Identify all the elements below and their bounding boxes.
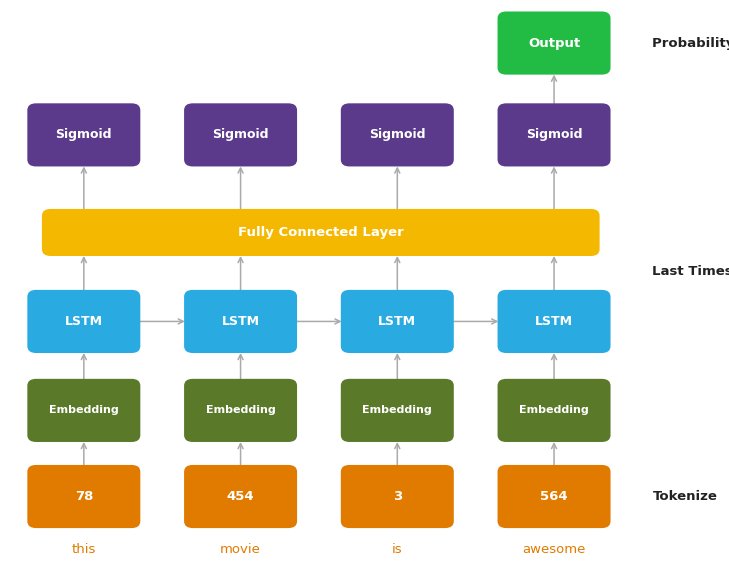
Text: Output: Output (528, 37, 580, 49)
Text: this: this (71, 544, 96, 556)
Text: is: is (392, 544, 402, 556)
FancyBboxPatch shape (184, 290, 297, 353)
FancyBboxPatch shape (340, 379, 453, 442)
Text: 564: 564 (540, 490, 568, 503)
Text: Sigmoid: Sigmoid (55, 129, 112, 141)
FancyBboxPatch shape (497, 465, 611, 528)
Text: Fully Connected Layer: Fully Connected Layer (238, 226, 404, 239)
FancyBboxPatch shape (184, 379, 297, 442)
Text: 78: 78 (74, 490, 93, 503)
FancyBboxPatch shape (42, 209, 599, 256)
FancyBboxPatch shape (28, 379, 140, 442)
FancyBboxPatch shape (340, 103, 453, 166)
Text: movie: movie (220, 544, 261, 556)
FancyBboxPatch shape (497, 290, 611, 353)
Text: LSTM: LSTM (222, 315, 260, 328)
FancyBboxPatch shape (340, 465, 453, 528)
Text: Embedding: Embedding (519, 405, 589, 416)
FancyBboxPatch shape (28, 290, 140, 353)
Text: Last Timestep: Last Timestep (652, 265, 729, 278)
FancyBboxPatch shape (184, 465, 297, 528)
Text: Probability Score: Probability Score (652, 37, 729, 49)
Text: Sigmoid: Sigmoid (212, 129, 269, 141)
FancyBboxPatch shape (184, 103, 297, 166)
Text: LSTM: LSTM (378, 315, 416, 328)
Text: LSTM: LSTM (535, 315, 573, 328)
Text: LSTM: LSTM (65, 315, 103, 328)
FancyBboxPatch shape (28, 465, 140, 528)
Text: Sigmoid: Sigmoid (369, 129, 426, 141)
Text: 3: 3 (393, 490, 402, 503)
Text: Sigmoid: Sigmoid (526, 129, 582, 141)
Text: Embedding: Embedding (49, 405, 119, 416)
Text: awesome: awesome (523, 544, 585, 556)
FancyBboxPatch shape (497, 11, 611, 75)
FancyBboxPatch shape (28, 103, 140, 166)
Text: Tokenize: Tokenize (652, 490, 717, 503)
FancyBboxPatch shape (497, 379, 611, 442)
FancyBboxPatch shape (340, 290, 453, 353)
FancyBboxPatch shape (497, 103, 611, 166)
Text: 454: 454 (227, 490, 254, 503)
Text: Embedding: Embedding (206, 405, 276, 416)
Text: Embedding: Embedding (362, 405, 432, 416)
